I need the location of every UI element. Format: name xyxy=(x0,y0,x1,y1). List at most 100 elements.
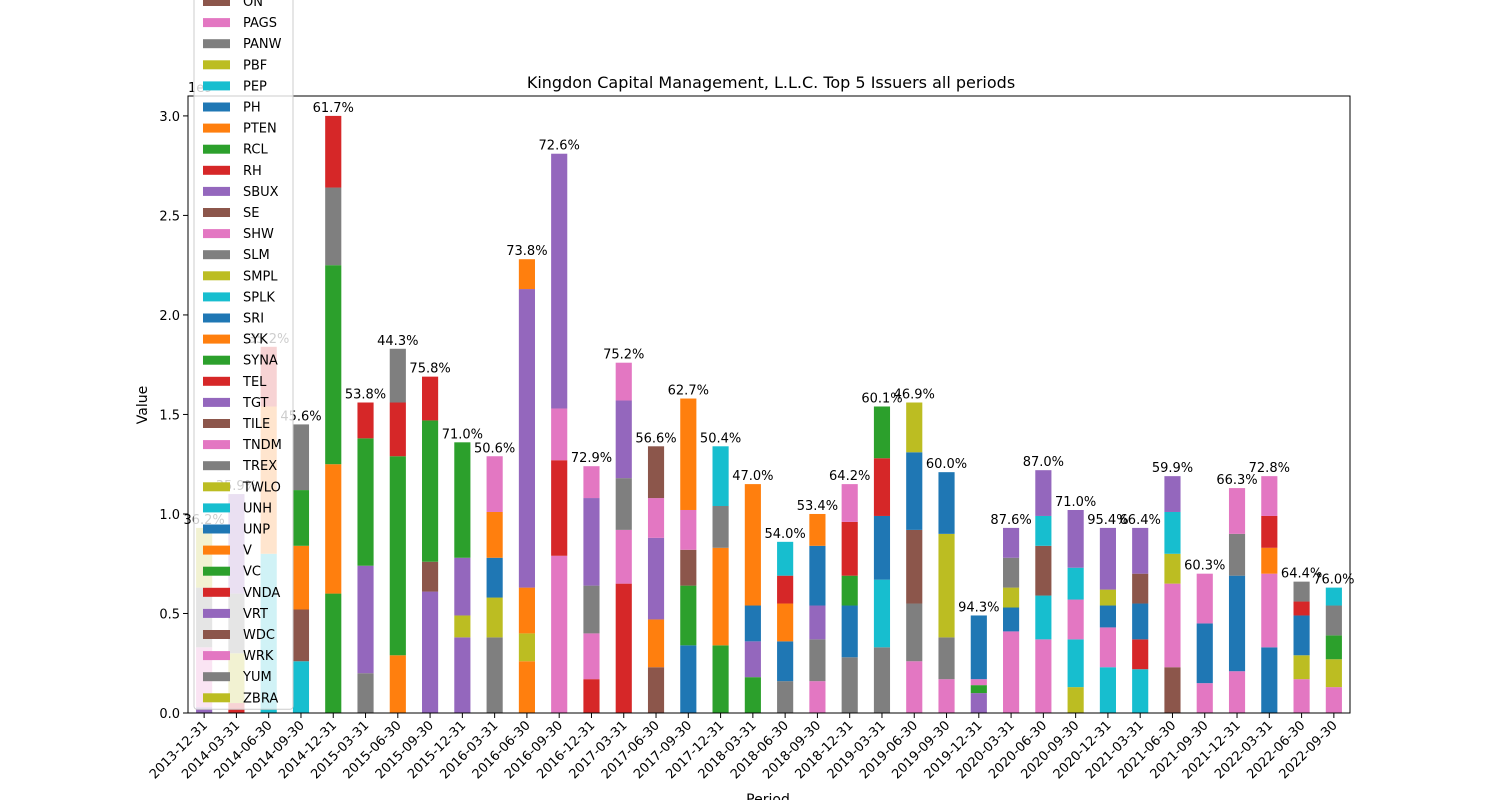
legend-swatch xyxy=(203,271,230,281)
legend-swatch xyxy=(203,524,230,534)
legend-swatch xyxy=(203,419,230,428)
bar-segment xyxy=(712,446,729,507)
percent-label: 75.8% xyxy=(409,362,450,377)
legend-entry: SRI xyxy=(243,312,264,327)
bar-segment xyxy=(1293,679,1310,713)
legend: ON PAGS PANW PBF PEP PH PTEN RCL RH SBUX SE SHW SLM S… xyxy=(193,0,294,710)
y-tick-label: 3.0 xyxy=(159,110,180,125)
bar-segment xyxy=(970,693,987,713)
bar-segment xyxy=(518,633,535,662)
bar-segment xyxy=(1067,509,1084,568)
bar-segment xyxy=(777,641,794,682)
bar-segment xyxy=(518,661,535,713)
bar-segment xyxy=(292,424,310,491)
bar-segment xyxy=(454,442,471,558)
legend-entry: SE xyxy=(243,206,259,221)
x-axis: 2013-12-312014-03-312014-06-302014-09-30… xyxy=(147,713,1341,782)
y-tick-label: 2.5 xyxy=(159,209,180,224)
bar-segment xyxy=(615,583,632,713)
bar-segment xyxy=(325,265,342,465)
legend-swatch xyxy=(203,461,230,471)
legend-entry: PTEN xyxy=(243,122,277,137)
legend-entry: VC xyxy=(243,565,261,580)
bar-segment xyxy=(486,456,503,512)
bar-segment xyxy=(1003,607,1020,632)
bar-segment xyxy=(1099,605,1116,628)
percent-label: 76.0% xyxy=(1313,573,1354,588)
bar-segment xyxy=(777,681,794,713)
bar-segment xyxy=(615,362,632,401)
bar-segment xyxy=(841,575,858,606)
percent-label: 75.2% xyxy=(603,348,644,363)
bar-segment xyxy=(357,673,374,713)
bar-segment xyxy=(357,402,374,439)
bar-segment xyxy=(1325,605,1342,636)
legend-swatch xyxy=(203,0,230,6)
bar-segment xyxy=(1164,583,1181,668)
bar-segment xyxy=(809,639,826,682)
bar-segment xyxy=(1132,603,1149,640)
legend-swatch xyxy=(203,313,230,323)
percent-label: 94.3% xyxy=(958,600,999,615)
legend-entry: TNDM xyxy=(242,438,282,453)
y-tick-label: 2.0 xyxy=(159,309,180,324)
bar-segment xyxy=(938,533,955,638)
legend-entry: PANW xyxy=(243,37,282,52)
bar-segment xyxy=(325,187,342,266)
legend-swatch xyxy=(203,482,230,492)
bar-segment xyxy=(1325,687,1342,713)
legend-swatch xyxy=(203,587,230,597)
percent-label: 66.3% xyxy=(1216,473,1257,488)
bar-segment xyxy=(583,633,600,680)
legend-entry: RCL xyxy=(243,143,268,158)
bar-segment xyxy=(1293,615,1310,656)
legend-entry: SMPL xyxy=(243,269,278,284)
bar-segment xyxy=(1067,639,1084,688)
bar-segment xyxy=(292,490,310,546)
legend-entry: TILE xyxy=(242,417,270,432)
legend-entry: TEL xyxy=(242,375,267,390)
bar-segment xyxy=(906,452,923,530)
percent-label: 60.0% xyxy=(926,457,967,472)
bar-segment xyxy=(1035,470,1052,516)
legend-swatch xyxy=(203,440,230,450)
bar-segment xyxy=(744,641,761,678)
bar-segment xyxy=(1003,631,1020,713)
legend-entry: SYNA xyxy=(243,354,278,369)
bar-segment xyxy=(292,661,310,713)
bar-segment xyxy=(1228,488,1246,534)
percent-label: 64.2% xyxy=(829,469,870,484)
legend-entry: RH xyxy=(243,164,262,179)
y-tick-label: 0.5 xyxy=(159,607,180,622)
bar-segment xyxy=(647,446,665,499)
percent-label: 56.6% xyxy=(635,431,676,446)
bar-segment xyxy=(583,585,600,634)
bar-segment xyxy=(777,603,794,642)
bar-segment xyxy=(906,402,923,453)
legend-swatch xyxy=(203,397,230,407)
y-tick-label: 1.0 xyxy=(159,508,180,523)
percent-label: 47.0% xyxy=(732,469,773,484)
percent-label: 62.7% xyxy=(668,384,709,399)
bar-segment xyxy=(551,408,568,461)
bar-segment xyxy=(1003,557,1020,588)
bar-segment xyxy=(454,637,471,713)
legend-entry: TGT xyxy=(242,396,269,411)
bar-segment xyxy=(938,472,955,534)
legend-swatch xyxy=(203,545,230,555)
bar-segment xyxy=(744,605,761,642)
bar-segment xyxy=(906,529,923,604)
percent-label: 59.9% xyxy=(1152,461,1193,476)
legend-entry: PAGS xyxy=(243,16,277,31)
bar-segment xyxy=(1035,595,1052,640)
percent-label: 61.7% xyxy=(313,101,354,116)
legend-swatch xyxy=(203,334,230,344)
bar-segment xyxy=(1293,601,1310,616)
bar-segment xyxy=(1003,587,1020,608)
bar-segment xyxy=(1035,545,1052,596)
bar-segment xyxy=(1293,581,1310,602)
bar-segment xyxy=(970,679,987,686)
bar-segment xyxy=(873,647,891,713)
legend-entry: UNH xyxy=(243,501,272,516)
